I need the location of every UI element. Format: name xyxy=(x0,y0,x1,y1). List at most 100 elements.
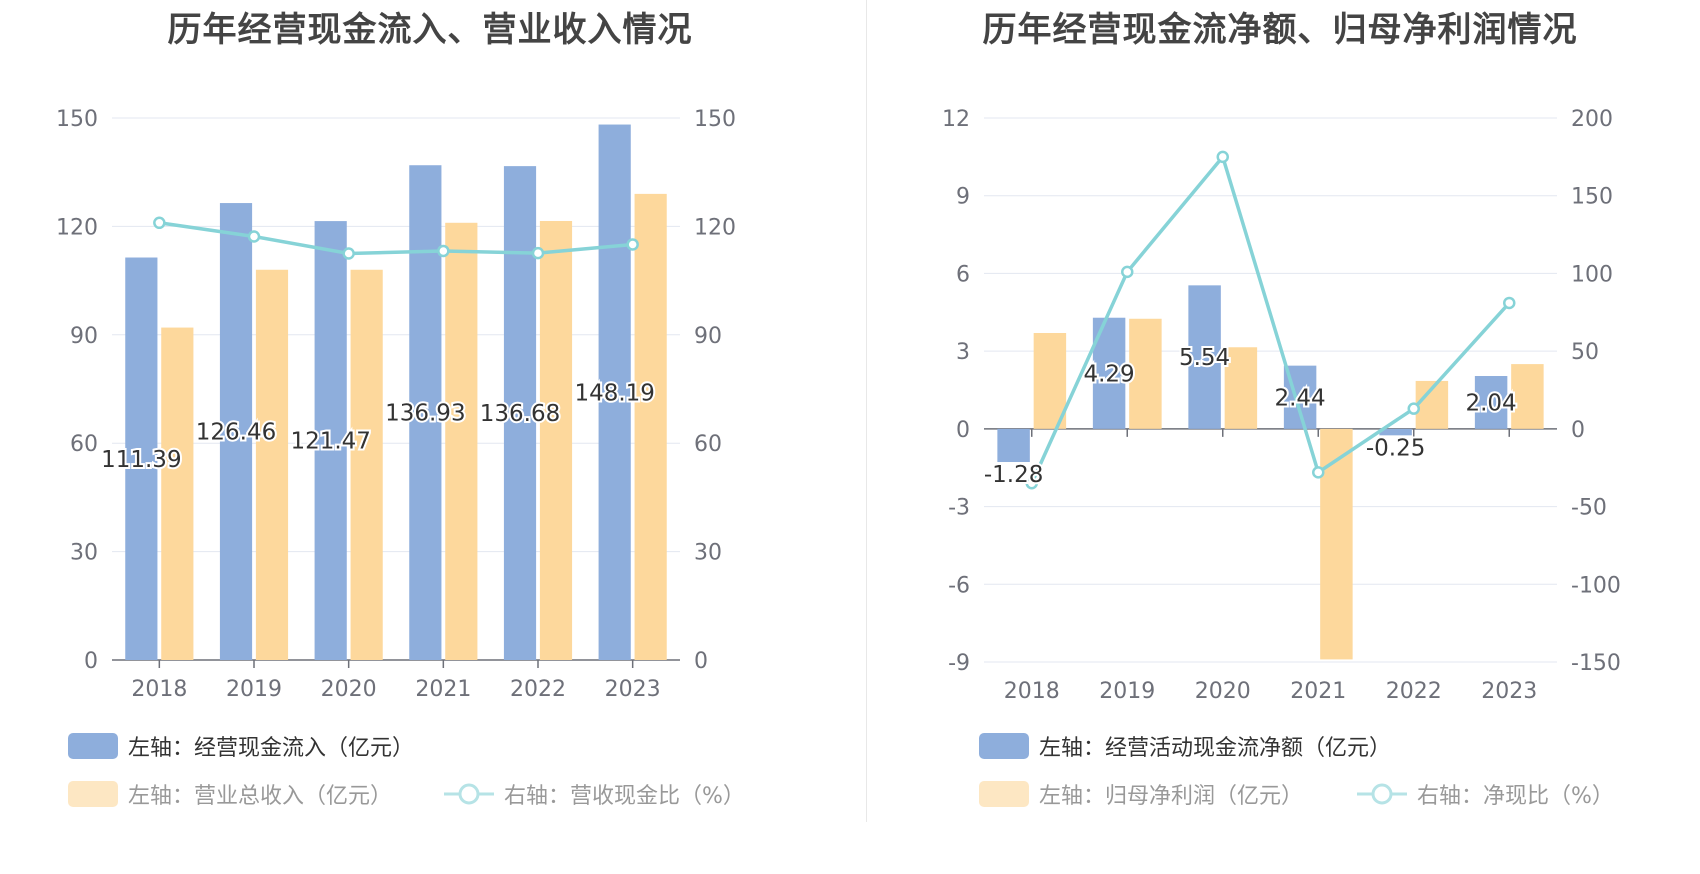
bar-secondary xyxy=(1511,364,1544,429)
data-label: 2.44 xyxy=(1274,385,1325,411)
bar-primary xyxy=(125,257,158,660)
y-tick-left: 9 xyxy=(956,185,970,210)
line-series xyxy=(1030,153,1511,484)
line-point xyxy=(247,230,261,243)
chart-canvas: 0 30 60 90 120 150 0 30 60 90 120 150 2018 2019 2020 20… xyxy=(56,107,736,702)
bar-primary xyxy=(1379,428,1412,436)
y-tick-right: 100 xyxy=(1571,262,1613,287)
y-tick-left: 90 xyxy=(70,324,98,349)
line-point xyxy=(1312,466,1325,479)
y-tick-left: 150 xyxy=(56,107,98,132)
line-point xyxy=(1216,150,1229,164)
bar-primary xyxy=(219,203,253,660)
legend-swatch-line xyxy=(1357,781,1407,807)
bar-secondary xyxy=(1129,318,1162,429)
y-tick-left: 120 xyxy=(56,215,98,240)
y-tick-right: 0 xyxy=(1571,418,1585,443)
y-tick-left: 12 xyxy=(942,107,970,132)
legend-item-ratio[interactable]: 右轴：营收现金比（%） xyxy=(444,778,745,810)
y-tick-right: -50 xyxy=(1571,496,1607,521)
y-tick-right: 150 xyxy=(1571,185,1613,210)
x-tick-label: 2020 xyxy=(1195,679,1251,704)
x-tick-label: 2022 xyxy=(1386,679,1442,704)
bar-primary xyxy=(997,428,1030,463)
x-tick-label: 2021 xyxy=(1290,679,1346,704)
data-label: -0.25 xyxy=(1366,435,1426,461)
legend-label: 左轴：经营现金流入（亿元） xyxy=(128,736,415,761)
y-tick-right: -100 xyxy=(1571,573,1621,598)
y-tick-left: 30 xyxy=(70,541,98,566)
chart-title: 历年经营现金流入、营业收入情况 xyxy=(167,10,693,50)
legend-swatch-bar xyxy=(979,781,1029,807)
y-tick-right: 90 xyxy=(694,324,722,349)
data-label: -1.28 xyxy=(984,462,1044,488)
x-tick-label: 2019 xyxy=(226,677,282,702)
y-tick-left: 3 xyxy=(956,340,970,365)
legend-item-net-ratio[interactable]: 右轴：净现比（%） xyxy=(1357,778,1614,810)
legend-swatch-line xyxy=(444,781,494,807)
y-tick-left: 6 xyxy=(956,262,970,287)
bar-primary xyxy=(314,221,347,661)
bar-primary xyxy=(598,124,631,660)
line-point xyxy=(626,238,639,251)
data-label: 121.47 xyxy=(290,429,370,455)
legend-label: 右轴：净现比（%） xyxy=(1417,784,1614,809)
bar-secondary xyxy=(634,193,667,660)
data-label: 2.04 xyxy=(1465,390,1516,416)
x-tick-label: 2021 xyxy=(415,677,471,702)
bar-secondary xyxy=(255,269,289,660)
legend-item-cash-inflow[interactable]: 左轴：经营现金流入（亿元） xyxy=(68,730,414,762)
bar-primary xyxy=(503,166,537,661)
data-label: 111.39 xyxy=(101,447,181,473)
y-tick-right: -150 xyxy=(1571,651,1621,676)
chart-canvas: -9 -6 -3 0 3 6 9 12 -150 -100 -50 0 50 100 150 200 2018 2… xyxy=(942,107,1621,704)
legend-item-net-profit[interactable]: 左轴：归母净利润（亿元） xyxy=(979,778,1303,810)
chart-panel-cashflow-revenue: 历年经营现金流入、营业收入情况 0 30 60 90 120 150 0 30 60 90 120 1… xyxy=(56,10,745,810)
y-tick-right: 0 xyxy=(694,649,708,674)
legend-item-net-cash[interactable]: 左轴：经营活动现金流净额（亿元） xyxy=(979,730,1391,762)
x-tick-label: 2020 xyxy=(321,677,377,702)
y-tick-left: 0 xyxy=(956,418,970,443)
bar-secondary xyxy=(1320,428,1353,660)
y-tick-left: -9 xyxy=(948,651,970,676)
line-series xyxy=(159,221,633,256)
bar-primary xyxy=(409,165,442,661)
x-tick-label: 2018 xyxy=(1004,679,1060,704)
line-point xyxy=(1025,477,1038,490)
data-label: 148.19 xyxy=(574,380,654,406)
y-tick-left: 0 xyxy=(84,649,98,674)
bar-secondary xyxy=(445,222,478,660)
bar-secondary xyxy=(350,269,383,660)
legend-swatch-bar xyxy=(68,733,118,759)
data-label: 5.54 xyxy=(1179,345,1230,371)
line-point xyxy=(437,244,450,258)
y-tick-left: 60 xyxy=(70,432,98,457)
x-tick-label: 2023 xyxy=(605,677,661,702)
x-tick-label: 2022 xyxy=(510,677,566,702)
bar-primary xyxy=(1188,285,1221,429)
legend-label: 左轴：营业总收入（亿元） xyxy=(128,784,393,809)
legend-swatch-bar xyxy=(979,733,1029,759)
legend-label: 左轴：经营活动现金流净额（亿元） xyxy=(1039,736,1392,761)
y-tick-right: 150 xyxy=(694,107,736,132)
y-tick-right: 120 xyxy=(694,215,736,240)
legend-label: 左轴：归母净利润（亿元） xyxy=(1039,784,1304,809)
x-tick-label: 2019 xyxy=(1099,679,1155,704)
bar-primary xyxy=(1474,376,1508,429)
line-point xyxy=(531,246,545,260)
x-tick-label: 2018 xyxy=(131,677,187,702)
y-tick-left: -3 xyxy=(948,496,970,521)
data-label: 126.46 xyxy=(196,420,276,446)
y-tick-right: 200 xyxy=(1571,107,1613,132)
data-label: 4.29 xyxy=(1083,361,1134,387)
chart-title: 历年经营现金流净额、归母净利润情况 xyxy=(982,10,1578,50)
legend-item-revenue[interactable]: 左轴：营业总收入（亿元） xyxy=(68,778,392,810)
bar-secondary xyxy=(1224,347,1258,429)
bar-secondary xyxy=(161,327,194,660)
bar-secondary xyxy=(1033,333,1067,429)
data-label: 136.68 xyxy=(480,401,560,427)
panel-divider xyxy=(866,0,867,822)
line-point xyxy=(1503,296,1516,310)
data-label: 136.93 xyxy=(385,401,465,427)
y-tick-left: -6 xyxy=(948,573,970,598)
